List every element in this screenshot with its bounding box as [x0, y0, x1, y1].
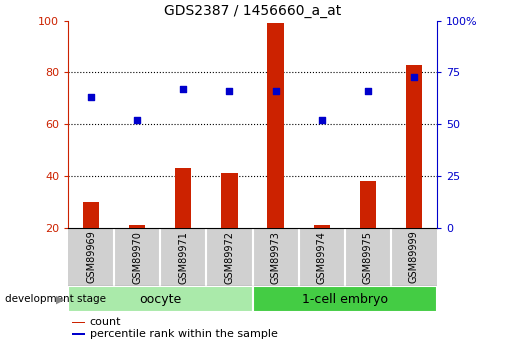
Bar [360, 181, 376, 228]
Text: GSM89974: GSM89974 [317, 231, 327, 284]
Text: count: count [89, 317, 121, 327]
Bar [129, 225, 145, 228]
Text: 1-cell embryo: 1-cell embryo [301, 293, 388, 306]
Bar [268, 23, 284, 228]
Text: GSM89970: GSM89970 [132, 231, 142, 284]
Point [179, 86, 187, 92]
Bar [68, 286, 252, 312]
Text: GSM89969: GSM89969 [86, 231, 96, 283]
Text: percentile rank within the sample: percentile rank within the sample [89, 329, 277, 339]
Bar [252, 286, 437, 312]
Bar [406, 65, 422, 228]
Point [133, 117, 141, 123]
Point [225, 88, 233, 94]
Point [410, 74, 418, 79]
Point [87, 95, 95, 100]
Text: GSM89975: GSM89975 [363, 231, 373, 284]
Point [364, 88, 372, 94]
Text: GSM89972: GSM89972 [224, 231, 234, 284]
Bar [72, 333, 85, 335]
Bar [221, 173, 237, 228]
Text: GSM89971: GSM89971 [178, 231, 188, 284]
Bar [314, 225, 330, 228]
Bar [72, 322, 85, 323]
Bar [83, 202, 99, 228]
Point [272, 88, 280, 94]
Text: GSM89999: GSM89999 [409, 231, 419, 283]
Bar [175, 168, 191, 228]
Text: GSM89973: GSM89973 [271, 231, 281, 284]
Text: oocyte: oocyte [139, 293, 181, 306]
Title: GDS2387 / 1456660_a_at: GDS2387 / 1456660_a_at [164, 4, 341, 18]
Text: development stage: development stage [5, 294, 106, 304]
Text: ▶: ▶ [57, 294, 65, 304]
Point [318, 117, 326, 123]
